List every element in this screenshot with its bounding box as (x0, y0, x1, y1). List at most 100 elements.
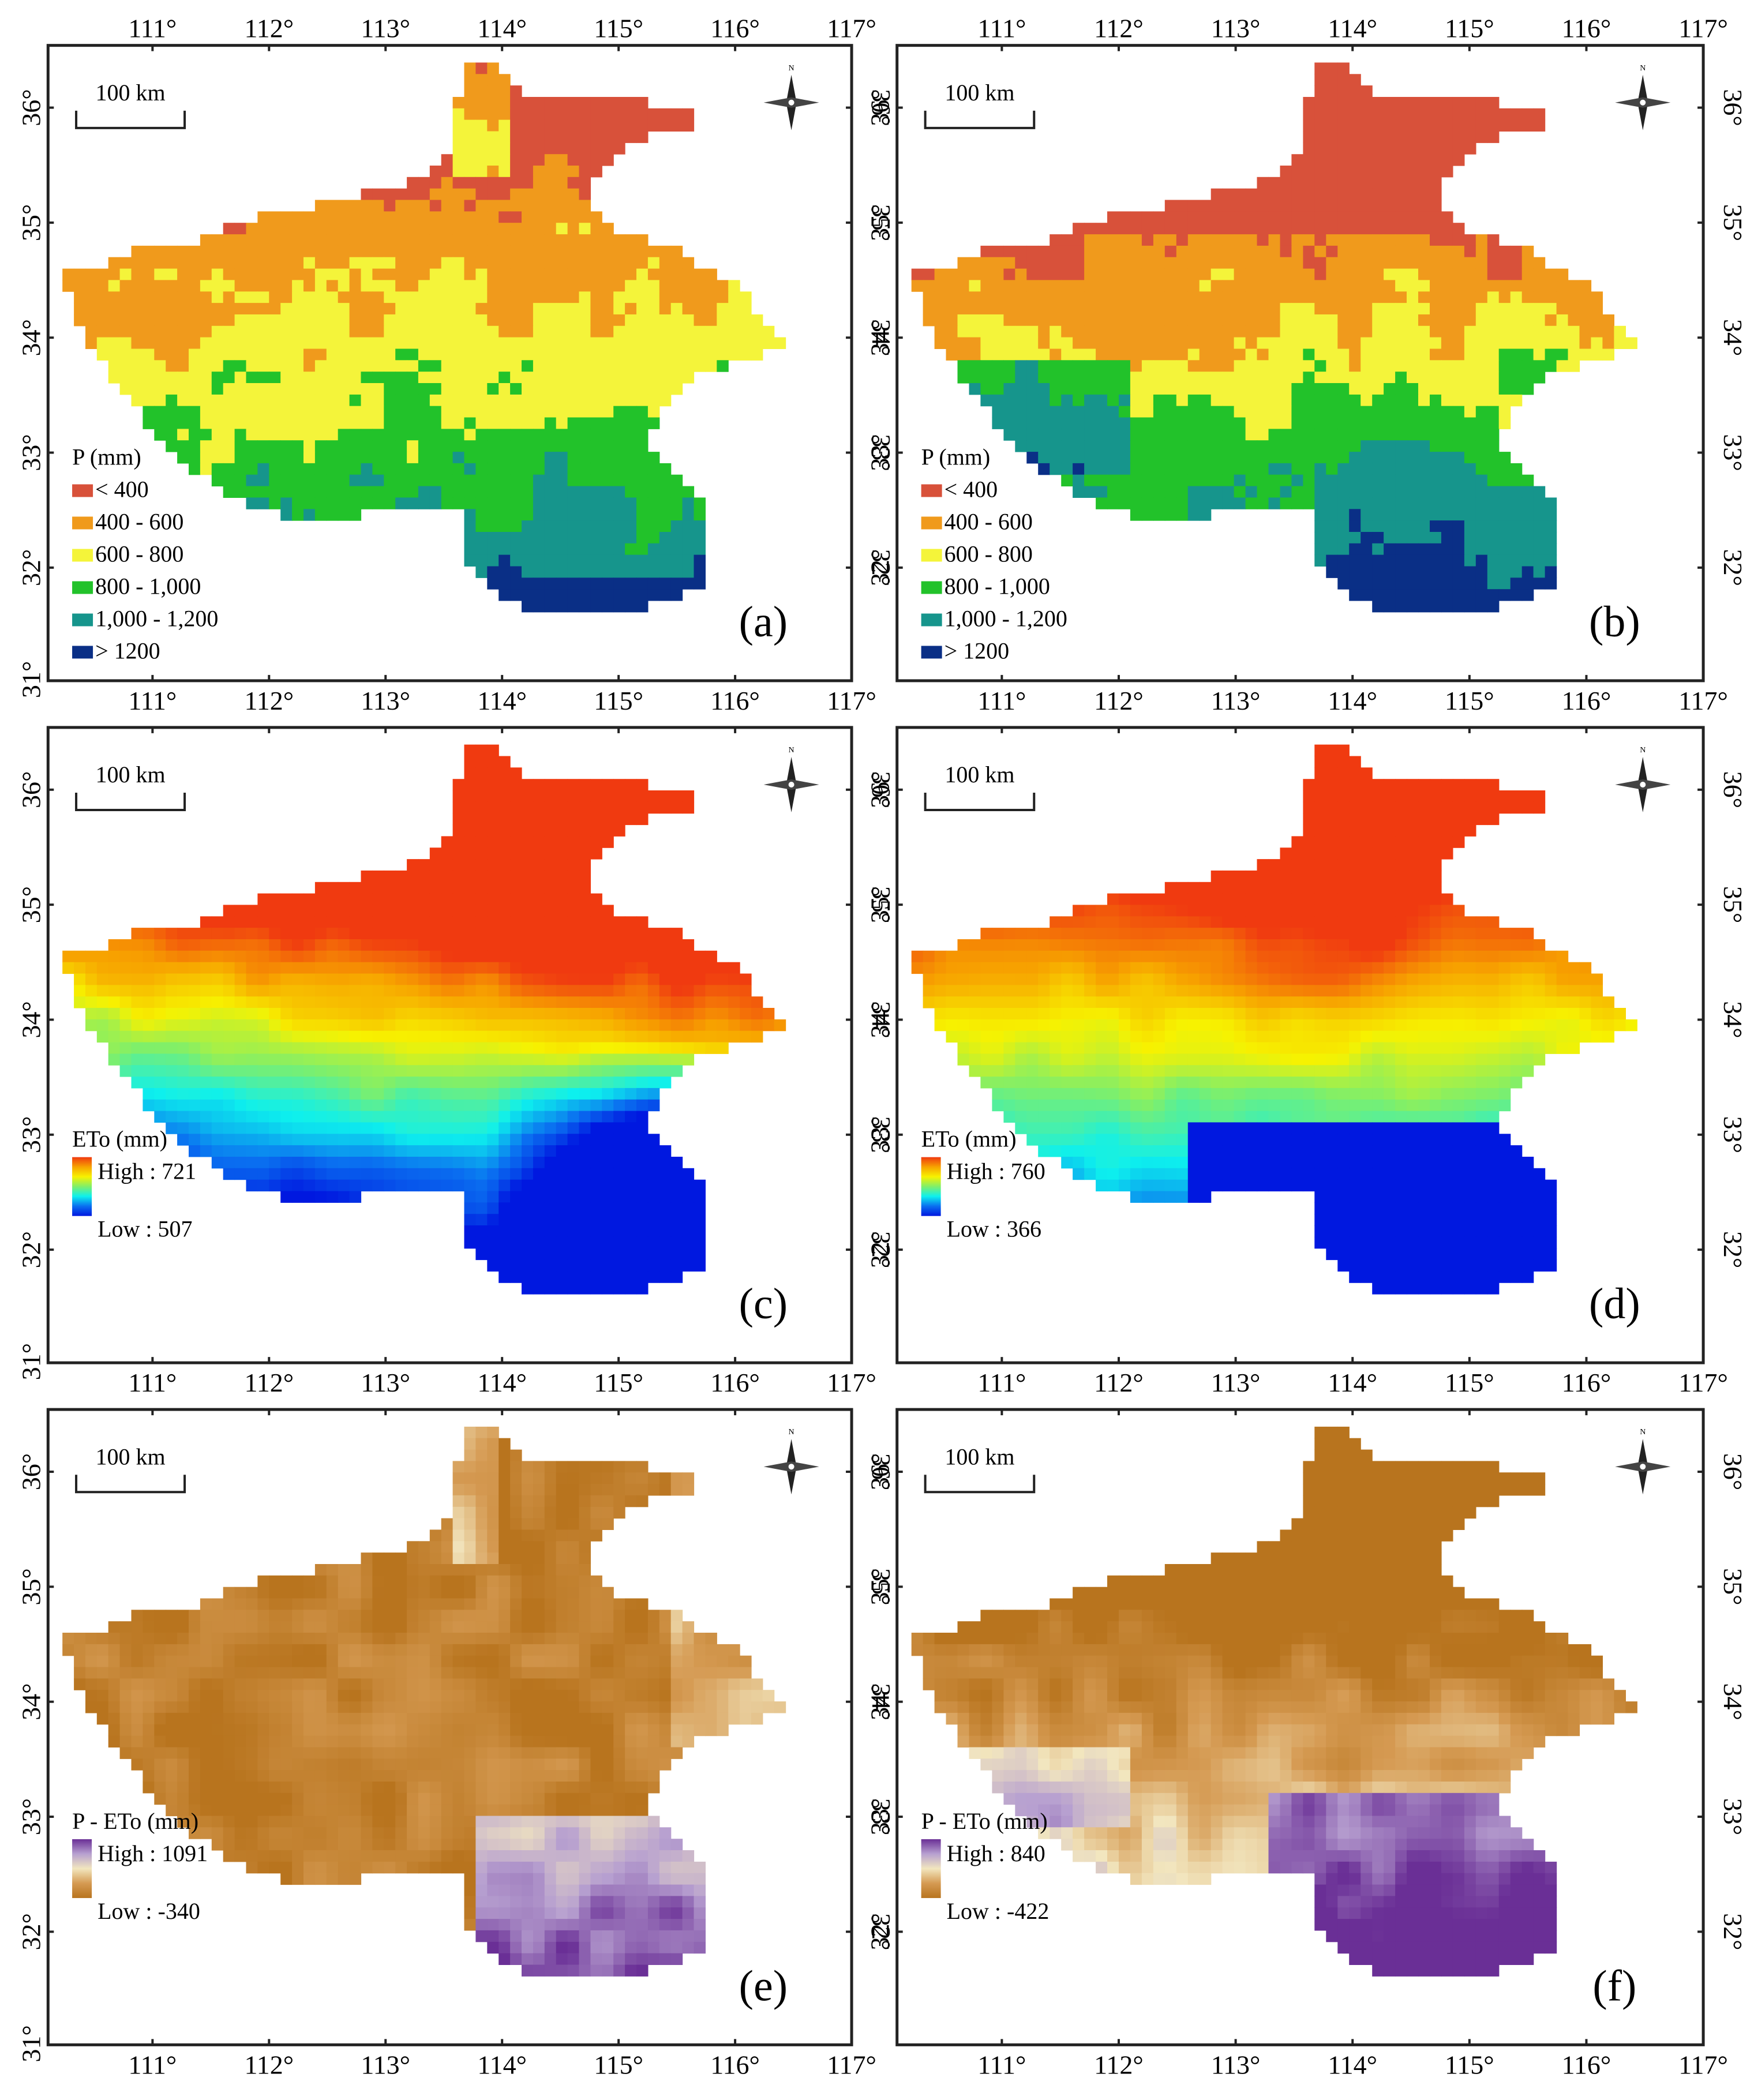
raster-cell (499, 1111, 511, 1123)
raster-cell (441, 463, 454, 475)
raster-cell (1153, 383, 1165, 395)
raster-cell (1361, 223, 1373, 235)
raster-cell (1326, 234, 1338, 246)
raster-cell (96, 1030, 109, 1043)
raster-cell (1418, 119, 1430, 132)
raster-cell (946, 348, 958, 361)
raster-cell (1268, 474, 1281, 487)
raster-cell (647, 801, 660, 814)
raster-cell (1268, 486, 1281, 498)
raster-cell (1361, 589, 1373, 601)
raster-cell (625, 1042, 637, 1054)
raster-cell (487, 744, 499, 756)
raster-cell (452, 801, 465, 814)
raster-cell (579, 474, 591, 487)
raster-cell (499, 417, 511, 429)
raster-cell (625, 1202, 637, 1214)
raster-cell (1314, 245, 1326, 258)
raster-cell (499, 234, 511, 246)
raster-cell (499, 1248, 511, 1261)
raster-cell (579, 813, 591, 826)
raster-cell (1073, 360, 1085, 372)
raster-cell (579, 1099, 591, 1112)
raster-cell (522, 824, 534, 837)
raster-cell (625, 394, 637, 407)
raster-cell (280, 452, 293, 464)
left-axis-label-31: 31° (16, 661, 46, 698)
raster-cell (1130, 337, 1142, 349)
raster-cell (211, 463, 224, 475)
raster-cell (372, 303, 384, 315)
raster-cell (1164, 394, 1177, 407)
raster-cell (349, 1030, 362, 1043)
raster-cell (533, 497, 545, 509)
raster-cell (200, 1019, 212, 1032)
raster-cell (475, 337, 488, 349)
raster-cell (1119, 325, 1131, 338)
raster-cell (1199, 325, 1212, 338)
raster-cell (717, 325, 729, 338)
raster-cell (177, 360, 189, 372)
raster-cell (1073, 372, 1085, 384)
raster-cell (487, 847, 499, 860)
raster-cell (1050, 257, 1062, 269)
raster-cell (1303, 245, 1315, 258)
raster-cell (579, 417, 591, 429)
raster-cell (441, 836, 454, 848)
raster-cell (1510, 348, 1523, 361)
raster-cell (1291, 166, 1303, 178)
raster-cell (1003, 372, 1015, 384)
raster-cell (429, 383, 442, 395)
raster-cell (694, 950, 706, 963)
raster-cell (418, 394, 430, 407)
raster-cell (1050, 463, 1062, 475)
raster-cell (314, 406, 327, 418)
raster-cell (1441, 268, 1453, 280)
raster-cell (1153, 291, 1165, 303)
raster-cell (659, 497, 672, 509)
raster-cell (1234, 406, 1246, 418)
raster-cell (510, 1042, 522, 1054)
raster-cell (1384, 303, 1396, 315)
raster-cell (1372, 383, 1384, 395)
raster-cell (499, 486, 511, 498)
raster-cell (211, 337, 224, 349)
raster-cell (223, 1099, 235, 1112)
raster-cell (533, 348, 545, 361)
raster-cell (1303, 280, 1315, 292)
raster-cell (590, 532, 602, 544)
raster-cell (1441, 429, 1453, 441)
raster-cell (487, 166, 499, 178)
raster-cell (602, 1191, 614, 1203)
raster-cell (1199, 234, 1212, 246)
raster-cell (1096, 452, 1108, 464)
raster-cell (487, 962, 499, 974)
raster-cell (407, 985, 419, 997)
raster-cell (1418, 406, 1430, 418)
raster-cell (1314, 543, 1326, 556)
raster-cell (452, 1111, 465, 1123)
raster-cell (464, 245, 476, 258)
raster-cell (429, 257, 442, 269)
raster-cell (441, 372, 454, 384)
raster-cell (1003, 429, 1015, 441)
raster-cell (1337, 509, 1350, 521)
raster-cell (636, 463, 649, 475)
raster-cell (452, 1065, 465, 1077)
raster-cell (280, 916, 293, 928)
raster-cell (429, 360, 442, 372)
raster-cell (223, 950, 235, 963)
raster-cell (292, 973, 304, 985)
raster-cell (1418, 223, 1430, 235)
raster-cell (1372, 97, 1384, 109)
raster-cell (647, 245, 660, 258)
raster-cell (166, 406, 178, 418)
raster-cell (499, 154, 511, 166)
raster-cell (487, 474, 499, 487)
raster-cell (1384, 337, 1396, 349)
raster-cell (177, 939, 189, 951)
raster-cell (1176, 245, 1189, 258)
raster-cell (682, 790, 695, 802)
raster-cell (636, 1065, 649, 1077)
raster-cell (119, 950, 132, 963)
